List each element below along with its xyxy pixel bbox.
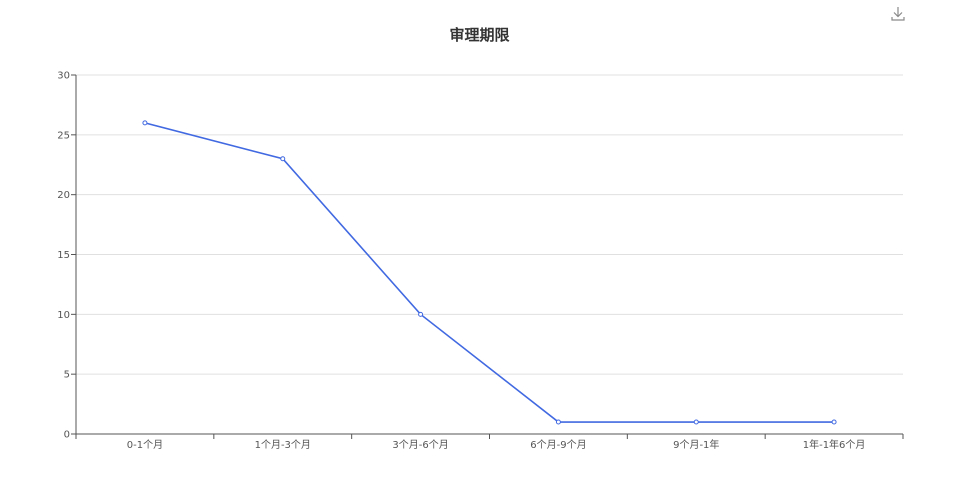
x-tick-label: 1个月-3个月 [255,439,311,451]
y-tick-label: 25 [57,130,70,141]
data-point [142,120,148,126]
y-tick-label: 20 [57,190,70,201]
x-tick-label: 0-1个月 [127,439,163,451]
download-icon [891,7,905,21]
data-point [418,311,424,317]
x-tick-label: 1年-1年6个月 [803,438,866,451]
y-tick-label: 15 [57,250,70,261]
download-button[interactable] [889,5,907,23]
data-point [831,419,837,425]
y-tick-label: 0 [64,430,70,441]
y-tick-label: 10 [57,310,70,321]
chart-title: 审理期限 [449,26,510,44]
y-tick-label: 5 [64,370,70,381]
x-tick-label: 3个月-6个月 [392,439,448,451]
data-point [280,156,286,162]
x-tick-label: 6个月-9个月 [530,439,586,451]
data-point [693,419,699,425]
series-line [144,122,835,423]
x-tick-label: 9个月-1年 [673,438,719,451]
data-point [555,419,561,425]
y-tick-label: 30 [57,71,70,82]
